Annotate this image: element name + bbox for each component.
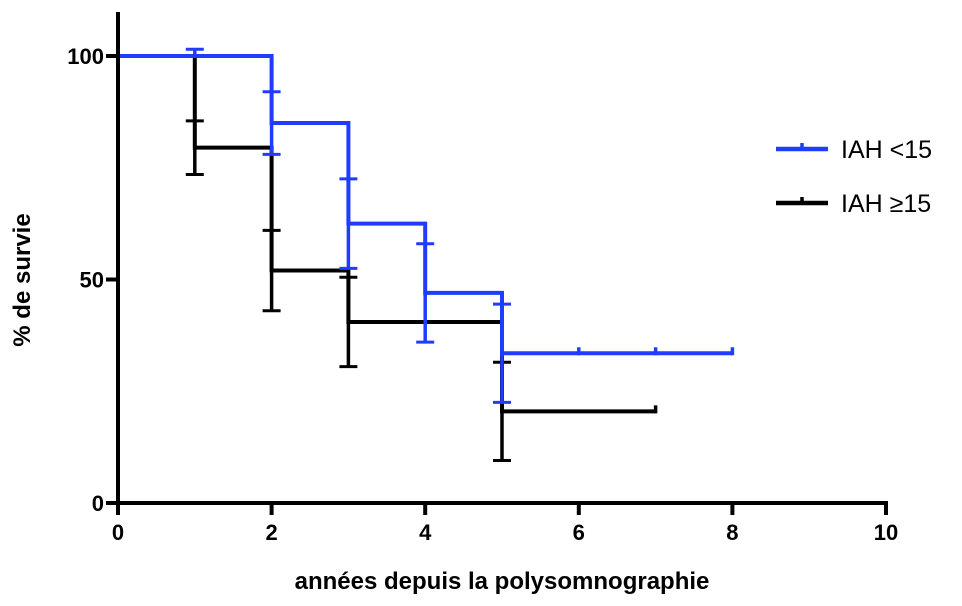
x-tick-label-10: 10 — [874, 520, 898, 545]
y-tick-label-50: 50 — [80, 268, 104, 293]
y-axis-title: % de survie — [9, 213, 36, 346]
y-tick-label-100: 100 — [67, 44, 104, 69]
legend-label: IAH ≥15 — [841, 190, 931, 218]
x-tick-label-6: 6 — [573, 520, 585, 545]
plot-area — [118, 47, 735, 463]
x-tick-label-0: 0 — [112, 520, 124, 545]
y-tick-label-0: 0 — [92, 491, 104, 516]
x-tick-label-2: 2 — [265, 520, 277, 545]
x-tick-label-8: 8 — [726, 520, 738, 545]
legend-item-iah-lt15: IAH <15 — [776, 136, 932, 164]
survival-step-line — [118, 54, 656, 414]
legend: IAH <15 IAH ≥15 — [776, 136, 932, 218]
series-iah-lt15 — [118, 47, 735, 404]
series-iah-ge15 — [118, 54, 658, 463]
x-axis-title: années depuis la polysomnographie — [295, 568, 710, 595]
legend-label: IAH <15 — [841, 136, 932, 164]
legend-item-iah-ge15: IAH ≥15 — [776, 190, 931, 218]
x-tick-label-4: 4 — [419, 520, 432, 545]
